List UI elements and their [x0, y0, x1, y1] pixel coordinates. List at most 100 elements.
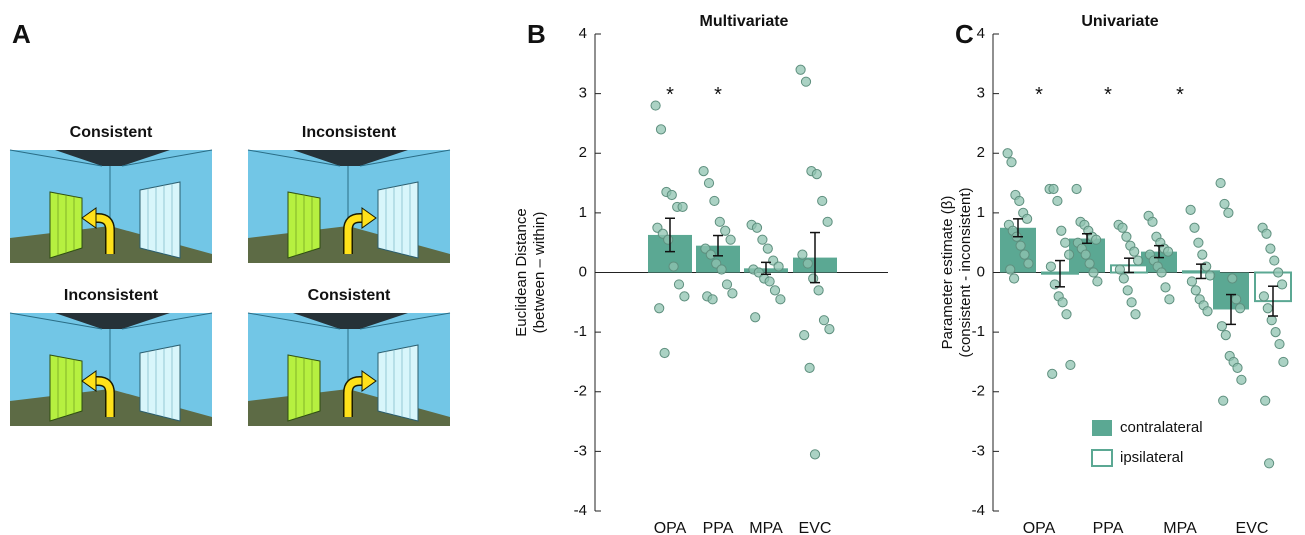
y-tick-label: 3: [977, 85, 985, 102]
data-point: [1061, 309, 1072, 320]
data-point: [1216, 321, 1228, 332]
data-point: [1019, 249, 1030, 260]
data-point: [709, 195, 720, 207]
data-point: [666, 189, 677, 201]
y-tick-label: 0: [977, 263, 985, 280]
scene-title: Inconsistent: [64, 287, 159, 304]
data-point: [1147, 216, 1158, 227]
arrow: [94, 214, 114, 254]
ceiling: [293, 313, 408, 329]
data-point: [1231, 294, 1242, 305]
data-point: [1223, 207, 1234, 218]
ceiling: [293, 150, 408, 166]
data-point: [1047, 368, 1058, 379]
data-point: [1006, 157, 1017, 168]
data-point: [655, 124, 667, 135]
data-point: [1130, 309, 1141, 320]
y-axis-label: (consistent - inconsistent): [957, 187, 974, 357]
data-point: [795, 64, 806, 75]
data-point: [800, 76, 812, 87]
data-point: [1048, 183, 1059, 195]
error-bar: [1124, 257, 1134, 274]
data-point: [1056, 225, 1067, 236]
data-point: [804, 362, 815, 373]
data-point: [802, 258, 813, 269]
y-tick-label: -4: [574, 502, 587, 519]
data-point: [1189, 222, 1200, 233]
data-point: [1273, 267, 1284, 278]
data-point: [1274, 338, 1285, 350]
data-point: [811, 169, 822, 180]
data-point: [797, 249, 808, 260]
data-point: [1023, 258, 1034, 269]
error-bar: [810, 231, 820, 284]
data-point: [1092, 276, 1103, 287]
significance: *: [1176, 84, 1184, 106]
scene: [9, 312, 213, 426]
data-point: [1060, 237, 1071, 248]
data-point: [1186, 276, 1198, 287]
edge: [9, 149, 103, 167]
y-tick-label: 1: [977, 204, 985, 221]
data-point: [1260, 395, 1271, 406]
data-point: [769, 285, 781, 296]
arrowhead: [361, 370, 377, 392]
legend-label: ipsilateral: [1120, 449, 1183, 466]
edge: [359, 312, 451, 330]
edge: [121, 312, 213, 330]
right-door: [139, 181, 181, 259]
significance: *: [714, 84, 722, 106]
error-bar: [1013, 218, 1023, 238]
data-point: [1278, 356, 1289, 368]
data-point: [1269, 255, 1280, 266]
data-point: [799, 330, 810, 341]
y-tick-label: 4: [977, 25, 985, 42]
scene-title: Consistent: [70, 124, 153, 141]
data-point: [822, 216, 833, 227]
significance: *: [666, 84, 674, 106]
arrowhead: [81, 370, 97, 392]
data-point: [650, 100, 661, 111]
data-point: [1227, 273, 1238, 284]
legend-label: contralateral: [1120, 419, 1203, 436]
scene: [9, 149, 213, 263]
data-point: [679, 291, 690, 302]
data-point: [824, 324, 835, 335]
right-door: [377, 344, 419, 422]
data-point: [818, 315, 830, 326]
data-point: [720, 225, 731, 236]
data-point: [1084, 258, 1095, 269]
error-bar: [1082, 232, 1092, 245]
chart-title: Multivariate: [700, 13, 789, 30]
y-tick-label: -1: [574, 323, 587, 340]
error-bar: [713, 234, 723, 257]
data-point: [716, 264, 727, 275]
error-bar: [1055, 259, 1065, 288]
data-point: [1129, 246, 1140, 257]
y-tick-label: 2: [579, 144, 587, 161]
data-point: [714, 216, 725, 227]
x-tick-label: OPA: [1023, 520, 1056, 535]
arrow: [94, 377, 114, 417]
data-point: [1065, 359, 1076, 371]
data-point: [1232, 362, 1243, 373]
data-point: [757, 234, 768, 245]
y-tick-label: -3: [574, 442, 587, 459]
data-point: [1264, 458, 1275, 469]
data-point: [1064, 249, 1075, 260]
data-point: [1218, 395, 1229, 406]
data-point: [1122, 285, 1133, 296]
panel-label: C: [955, 19, 974, 49]
x-tick-label: PPA: [1093, 520, 1124, 535]
arrow: [344, 214, 364, 254]
data-point: [668, 261, 679, 272]
data-point: [1015, 240, 1026, 251]
y-tick-label: 0: [579, 263, 587, 280]
right-door: [377, 181, 419, 259]
significance: *: [1035, 84, 1043, 106]
data-point: [1126, 297, 1137, 308]
data-point: [1133, 255, 1144, 266]
data-point: [1261, 228, 1272, 239]
panel-label: B: [527, 19, 546, 49]
data-point: [808, 273, 819, 284]
